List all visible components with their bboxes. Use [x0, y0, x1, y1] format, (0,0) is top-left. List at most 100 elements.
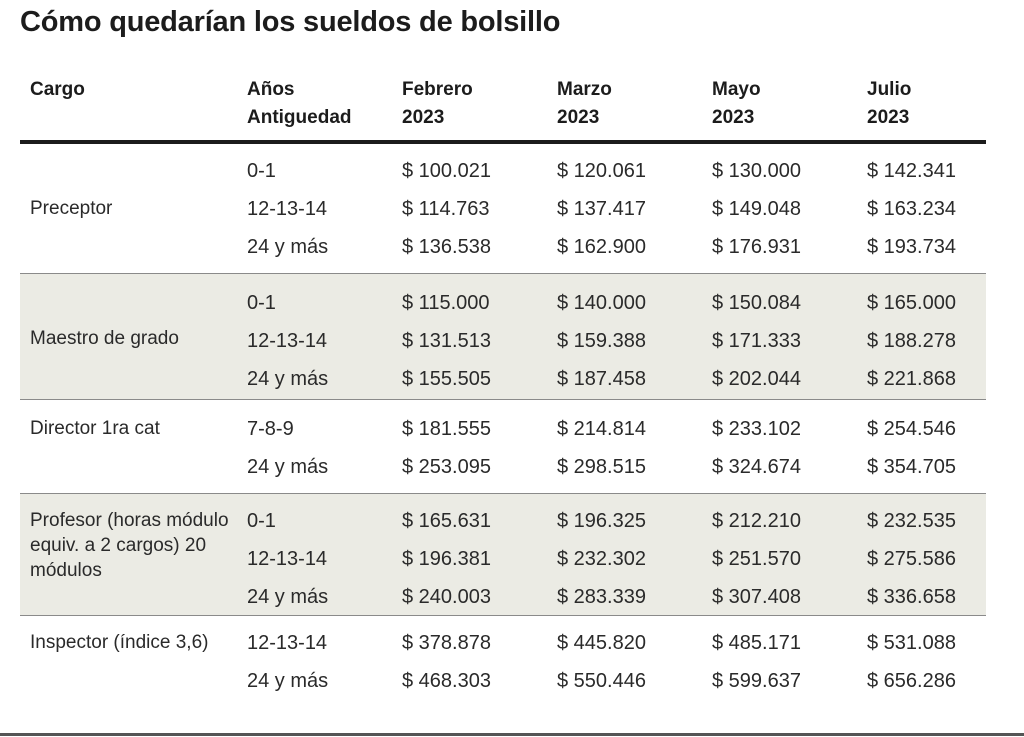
salary-cell: $ 212.210: [712, 510, 801, 532]
salary-cell: $ 275.586: [867, 548, 956, 570]
header-rule: [20, 140, 986, 144]
table-header: Cargo Años Antiguedad Febrero 2023 Marzo…: [20, 74, 986, 140]
salary-cell: $ 202.044: [712, 368, 801, 390]
cargo-label: Maestro de grado: [30, 328, 179, 349]
group-3: Profesor (horas módulo equiv. a 2 cargos…: [20, 494, 986, 616]
salary-table: Cargo Años Antiguedad Febrero 2023 Marzo…: [20, 74, 986, 716]
antiguedad-cell: 24 y más: [247, 236, 329, 258]
table-row: 0-1 $ 100.021 $ 120.061 $ 130.000 $ 142.341: [20, 152, 986, 190]
salary-cell: $ 240.003: [402, 586, 491, 608]
salary-cell: $ 163.234: [867, 198, 956, 220]
table-row: 12-13-14 $ 114.763 $ 137.417 $ 149.048 $ 163…: [20, 190, 986, 228]
salary-cell: $ 155.505: [402, 368, 491, 390]
group-2: Director 1ra cat 7-8-9 $ 181.555 $ 214.814 $…: [20, 400, 986, 494]
header-julio: Julio 2023: [867, 76, 911, 132]
salary-cell: $ 251.570: [712, 548, 801, 570]
salary-cell: $ 221.868: [867, 368, 956, 390]
table-row: 24 y más $ 240.003 $ 283.339 $ 307.408 $ 336…: [20, 578, 986, 616]
table-row: 24 y más $ 155.505 $ 187.458 $ 202.044 $ 221…: [20, 360, 986, 398]
salary-cell: $ 196.325: [557, 510, 646, 532]
salary-cell: $ 233.102: [712, 418, 801, 440]
table-row: 0-1 $ 115.000 $ 140.000 $ 150.084 $ 165.000: [20, 284, 986, 322]
salary-cell: $ 181.555: [402, 418, 491, 440]
salary-cell: $ 599.637: [712, 670, 801, 692]
group-0: Preceptor 0-1 $ 100.021 $ 120.061 $ 130.000 $…: [20, 144, 986, 274]
bottom-rule: [0, 733, 1024, 736]
table-row: 12-13-14 $ 131.513 $ 159.388 $ 171.333 $ 188…: [20, 322, 986, 360]
antiguedad-cell: 12-13-14: [247, 632, 328, 654]
salary-cell: $ 171.333: [712, 330, 801, 352]
salary-cell: $ 336.658: [867, 586, 956, 608]
header-febrero-year: 2023: [402, 107, 445, 128]
header-antiguedad-line2: Antiguedad: [247, 107, 352, 128]
table-row: 24 y más $ 468.303 $ 550.446 $ 599.637 $ 656…: [20, 662, 986, 700]
header-cargo: Cargo: [30, 79, 85, 100]
header-mayo: Mayo 2023: [712, 76, 761, 132]
antiguedad-cell: 0-1: [247, 510, 276, 532]
header-antiguedad: Años Antiguedad: [247, 76, 352, 132]
salary-cell: $ 136.538: [402, 236, 491, 258]
header-antiguedad-line1: Años: [247, 79, 295, 100]
salary-cell: $ 550.446: [557, 670, 646, 692]
salary-cell: $ 149.048: [712, 198, 801, 220]
salary-cell: $ 100.021: [402, 160, 491, 182]
table-row: 0-1 $ 165.631 $ 196.325 $ 212.210 $ 232.535: [20, 502, 986, 540]
salary-cell: $ 214.814: [557, 418, 646, 440]
salary-cell: $ 307.408: [712, 586, 801, 608]
salary-cell: $ 253.095: [402, 456, 491, 478]
salary-cell: $ 150.084: [712, 292, 801, 314]
salary-cell: $ 531.088: [867, 632, 956, 654]
cargo-label: Preceptor: [30, 198, 113, 219]
cargo-label: Profesor (horas módulo equiv. a 2 cargos…: [30, 510, 229, 581]
salary-cell: $ 162.900: [557, 236, 646, 258]
salary-cell: $ 159.388: [557, 330, 646, 352]
salary-cell: $ 165.000: [867, 292, 956, 314]
antiguedad-cell: 0-1: [247, 292, 276, 314]
salary-cell: $ 120.061: [557, 160, 646, 182]
antiguedad-cell: 24 y más: [247, 586, 329, 608]
table-row: 24 y más $ 253.095 $ 298.515 $ 324.674 $ 354…: [20, 448, 986, 486]
header-mayo-year: 2023: [712, 107, 755, 128]
salary-cell: $ 193.734: [867, 236, 956, 258]
salary-cell: $ 254.546: [867, 418, 956, 440]
salary-cell: $ 176.931: [712, 236, 801, 258]
salary-cell: $ 130.000: [712, 160, 801, 182]
salary-cell: $ 188.278: [867, 330, 956, 352]
salary-cell: $ 115.000: [402, 292, 490, 314]
salary-cell: $ 165.631: [402, 510, 491, 532]
header-marzo: Marzo 2023: [557, 76, 612, 132]
salary-cell: $ 298.515: [557, 456, 646, 478]
salary-cell: $ 142.341: [867, 160, 956, 182]
salary-cell: $ 196.381: [402, 548, 491, 570]
header-marzo-year: 2023: [557, 107, 600, 128]
salary-cell: $ 187.458: [557, 368, 646, 390]
salary-cell: $ 445.820: [557, 632, 646, 654]
group-1: Maestro de grado 0-1 $ 115.000 $ 140.000 $ 1…: [20, 274, 986, 400]
salary-cell: $ 137.417: [557, 198, 646, 220]
group-4: Inspector (índice 3,6) 12-13-14 $ 378.878 $…: [20, 616, 986, 716]
salary-cell: $ 232.535: [867, 510, 956, 532]
salary-cell: $ 140.000: [557, 292, 646, 314]
cargo-label: Inspector (índice 3,6): [30, 632, 209, 653]
table-row: 24 y más $ 136.538 $ 162.900 $ 176.931 $ 193…: [20, 228, 986, 266]
salary-cell: $ 131.513: [402, 330, 491, 352]
salary-cell: $ 468.303: [402, 670, 491, 692]
chart-title: Cómo quedarían los sueldos de bolsillo: [20, 6, 561, 38]
salary-cell: $ 378.878: [402, 632, 491, 654]
table-row: 12-13-14 $ 196.381 $ 232.302 $ 251.570 $ 275…: [20, 540, 986, 578]
table-row: 12-13-14 $ 378.878 $ 445.820 $ 485.171 $ 531…: [20, 624, 986, 662]
header-febrero-month: Febrero: [402, 79, 473, 100]
table-body: Preceptor 0-1 $ 100.021 $ 120.061 $ 130.000 $…: [20, 144, 986, 716]
salary-cell: $ 485.171: [712, 632, 801, 654]
header-mayo-month: Mayo: [712, 79, 761, 100]
header-marzo-month: Marzo: [557, 79, 612, 100]
antiguedad-cell: 7-8-9: [247, 418, 294, 440]
antiguedad-cell: 24 y más: [247, 670, 329, 692]
salary-cell: $ 114.763: [402, 198, 490, 220]
salary-cell: $ 324.674: [712, 456, 801, 478]
salary-cell: $ 656.286: [867, 670, 956, 692]
antiguedad-cell: 24 y más: [247, 456, 329, 478]
header-julio-year: 2023: [867, 107, 910, 128]
antiguedad-cell: 0-1: [247, 160, 276, 182]
antiguedad-cell: 24 y más: [247, 368, 329, 390]
